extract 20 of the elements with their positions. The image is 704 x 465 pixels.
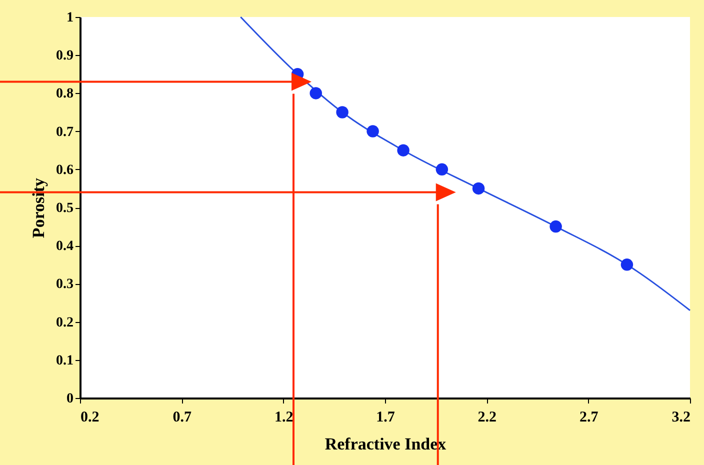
- y-tick-label: 0.9: [56, 48, 74, 64]
- x-tick-label: 0.7: [172, 410, 192, 426]
- y-tick-label: 0.2: [56, 315, 74, 330]
- x-tick-label: 2.7: [579, 410, 599, 426]
- line-series: [240, 16, 691, 312]
- y-tick-label: 0.6: [56, 162, 74, 178]
- x-tick-label: 1.7: [376, 410, 396, 426]
- y-tick-label: 1: [66, 10, 74, 26]
- y-tick-label: 0.8: [56, 86, 74, 102]
- y-tick-label: 0: [66, 392, 74, 406]
- x-tick-label: 0.2: [80, 410, 100, 426]
- y-axis-title: Porosity: [29, 177, 48, 238]
- y-tick-label: 0.4: [56, 239, 74, 254]
- y-tick-label: 0.5: [56, 201, 74, 216]
- y-tick-label: 0.7: [56, 124, 74, 140]
- x-tick-label: 3.2: [672, 410, 690, 426]
- y-tick-label: 0.1: [56, 353, 74, 368]
- x-tick-label: 2.2: [478, 410, 497, 426]
- x-tick-label: 1.2: [274, 410, 294, 426]
- y-tick-label: 0.3: [56, 277, 74, 292]
